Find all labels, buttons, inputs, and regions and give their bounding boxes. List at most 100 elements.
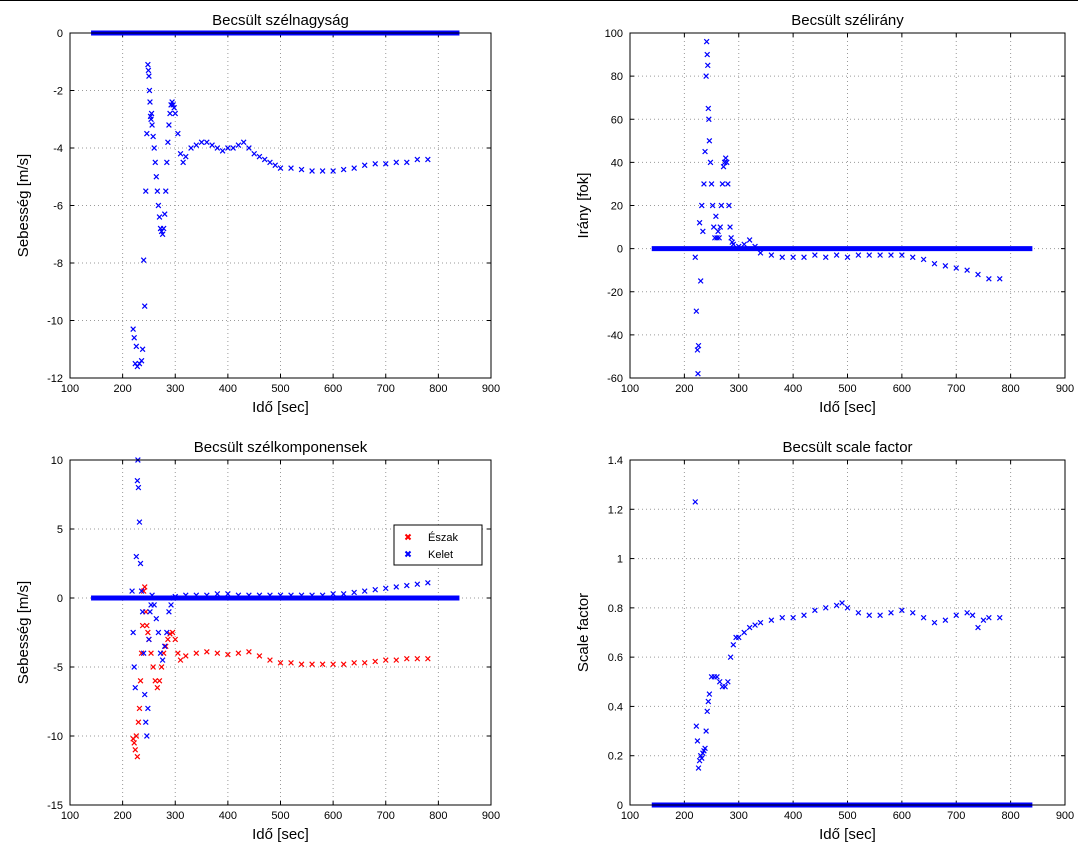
data-point-marker <box>996 614 1003 621</box>
data-point-marker <box>230 145 236 151</box>
y-tick-label: 100 <box>605 28 623 40</box>
y-tick-label: -15 <box>47 800 63 812</box>
data-point-marker <box>144 622 150 629</box>
data-point-marker <box>154 684 161 691</box>
data-point-marker <box>844 254 851 261</box>
x-tick-label: 800 <box>1001 810 1019 822</box>
data-point-marker <box>425 655 431 662</box>
x-tick-label: 200 <box>113 383 131 395</box>
axes-frame <box>629 32 1066 379</box>
x-tick-label: 600 <box>324 383 342 395</box>
data-point-marker <box>414 581 421 588</box>
y-tick-label: 60 <box>611 114 623 126</box>
data-point-marker <box>714 674 720 680</box>
x-tick-label: 400 <box>784 810 802 822</box>
data-point-marker <box>705 105 712 112</box>
data-point-marker <box>209 142 215 148</box>
data-point-marker <box>154 188 161 194</box>
data-point-marker <box>182 153 189 160</box>
data-point-marker <box>147 608 153 615</box>
data-point-marker <box>726 202 732 209</box>
data-point-marker <box>256 653 263 659</box>
data-point-marker <box>790 614 796 621</box>
x-tick-label: 500 <box>271 383 289 395</box>
data-point-marker <box>156 214 163 220</box>
legend: Észak Kelet <box>393 524 483 566</box>
y-tick-label: 10 <box>51 455 63 467</box>
data-point-marker <box>168 602 174 608</box>
data-point-marker <box>172 110 179 117</box>
data-point-marker <box>393 584 400 590</box>
data-point-marker <box>697 278 704 284</box>
axes-frame <box>69 459 492 806</box>
data-point-marker <box>138 357 145 364</box>
data-point-marker <box>719 181 726 187</box>
data-point-marker <box>145 67 152 74</box>
data-point-marker <box>694 738 701 744</box>
data-point-marker <box>888 252 894 258</box>
data-point-marker <box>969 612 976 619</box>
data-point-marker <box>193 592 200 599</box>
y-tick-label: 0.2 <box>608 751 623 763</box>
data-point-marker <box>706 691 713 697</box>
data-point-marker <box>298 166 305 173</box>
data-point-marker <box>403 159 410 166</box>
data-point-marker <box>131 664 138 670</box>
data-point-marker <box>844 605 851 611</box>
data-point-marker <box>706 116 712 123</box>
data-point-marker <box>145 705 151 712</box>
x-tick-label: 200 <box>675 810 693 822</box>
x-tick-label: 100 <box>61 383 79 395</box>
axes-frame <box>69 32 492 379</box>
data-point-marker <box>152 159 159 166</box>
y-tick-label: -20 <box>607 287 623 299</box>
data-point-marker <box>133 553 140 560</box>
series-2 <box>130 61 431 370</box>
data-point-marker <box>235 592 242 599</box>
data-point-marker <box>225 651 231 658</box>
data-point-marker <box>148 116 154 123</box>
data-point-marker <box>964 609 970 616</box>
data-point-marker <box>240 139 247 146</box>
data-point-marker <box>157 650 164 657</box>
data-point-marker <box>147 99 153 105</box>
data-point-marker <box>175 650 181 657</box>
y-tick-label: 0 <box>57 28 63 40</box>
data-point-marker <box>180 159 186 166</box>
data-point-marker <box>779 614 786 621</box>
data-point-marker <box>975 271 981 278</box>
y-tick-label: 80 <box>611 71 623 83</box>
data-point-marker <box>319 168 326 174</box>
legend-box <box>393 524 483 566</box>
data-point-marker <box>700 228 706 235</box>
series-2 <box>130 584 431 760</box>
x-tick-label: 800 <box>1001 383 1019 395</box>
data-point-marker <box>698 755 705 762</box>
data-point-marker <box>942 617 949 624</box>
series-2 <box>692 38 1003 377</box>
data-point-marker <box>790 254 796 261</box>
data-point-marker <box>727 224 733 230</box>
y-tick-label: 40 <box>611 157 623 169</box>
data-point-marker <box>136 705 143 712</box>
data-point-marker <box>425 579 431 586</box>
data-point-marker <box>696 219 703 226</box>
data-point-marker <box>899 252 905 258</box>
data-point-marker <box>717 224 724 230</box>
data-point-marker <box>996 275 1003 282</box>
y-axis-label: Scale factor <box>575 593 592 672</box>
data-point-marker <box>351 165 357 171</box>
x-tick-label: 400 <box>219 810 237 822</box>
y-tick-label: 1.2 <box>608 504 623 516</box>
legend-marker <box>404 533 412 541</box>
data-point-marker <box>158 664 165 670</box>
data-point-marker <box>235 142 242 148</box>
data-point-marker <box>710 224 717 230</box>
y-tick-label: -8 <box>53 258 63 270</box>
x-tick-label: 100 <box>621 810 639 822</box>
data-point-marker <box>146 73 152 79</box>
data-point-marker <box>167 110 173 117</box>
x-tick-label: 700 <box>947 383 965 395</box>
data-point-marker <box>716 235 722 241</box>
data-point-marker <box>277 165 284 171</box>
